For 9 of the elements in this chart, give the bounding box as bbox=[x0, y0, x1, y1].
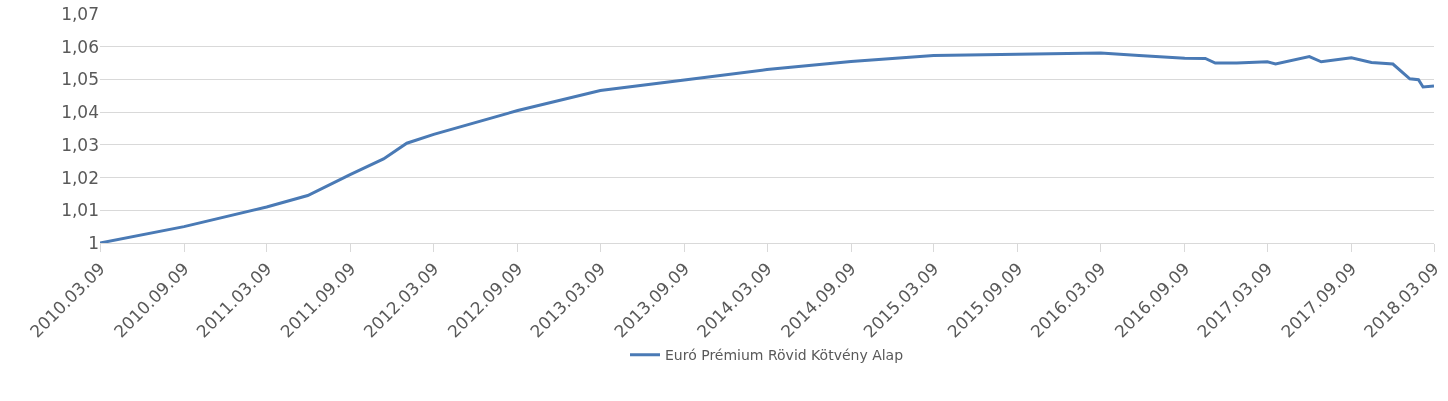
y-tick-label: 1,02 bbox=[61, 167, 99, 188]
y-tick-label: 1,01 bbox=[61, 200, 99, 221]
y-tick-label: 1,04 bbox=[61, 102, 99, 123]
y-tick-label: 1,07 bbox=[61, 3, 99, 24]
y-tick-label: 1,05 bbox=[61, 69, 99, 90]
legend-label: Euró Prémium Rövid Kötvény Alap bbox=[665, 347, 904, 364]
y-tick-label: 1 bbox=[88, 232, 99, 253]
y-tick-label: 1,03 bbox=[61, 134, 99, 155]
y-tick-label: 1,06 bbox=[61, 36, 99, 57]
